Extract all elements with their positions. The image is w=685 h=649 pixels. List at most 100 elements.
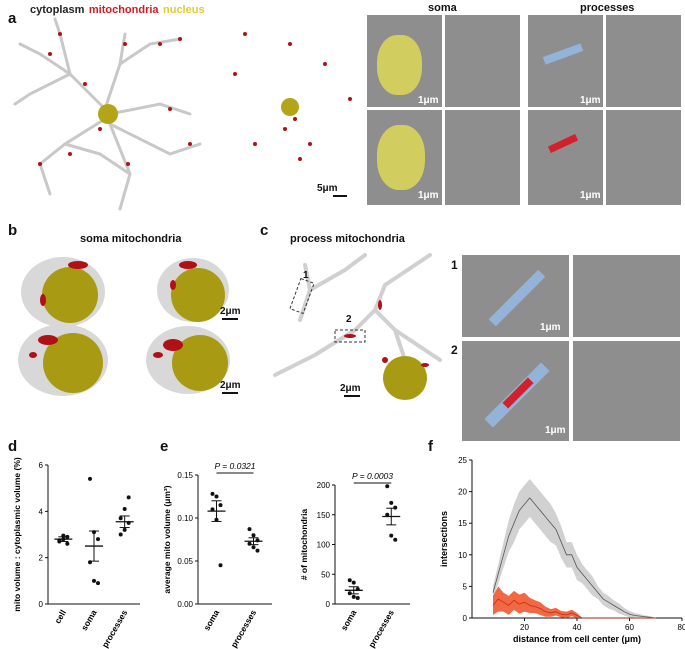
y-tick-label: 150 bbox=[317, 511, 331, 520]
panel-b-title: soma mitochondria bbox=[80, 233, 182, 245]
em-soma-1-overlay bbox=[367, 15, 442, 107]
data-point bbox=[355, 596, 360, 601]
charts-svg: 0 2 4 6 mito volume : cytoplasmic volume (%)… bbox=[12, 456, 685, 649]
series-band bbox=[493, 478, 656, 618]
data-point bbox=[393, 537, 398, 542]
p-value: P = 0.0003 bbox=[352, 471, 393, 481]
panel-c-letter: c bbox=[260, 222, 269, 239]
panel-a-letter: a bbox=[8, 10, 17, 27]
data-point bbox=[347, 578, 352, 583]
data-point bbox=[218, 563, 223, 568]
data-point bbox=[92, 578, 96, 583]
processes-title: processes bbox=[580, 2, 635, 14]
scale-label-a: 5μm bbox=[317, 183, 338, 194]
x-tick-label: 40 bbox=[573, 623, 582, 632]
box-label-2: 2 bbox=[346, 314, 352, 325]
scale-label-c-em1: 1μm bbox=[540, 322, 561, 333]
data-point bbox=[251, 545, 256, 550]
legend-mitochondria: mitochondria bbox=[88, 4, 159, 16]
y-tick-label: 200 bbox=[317, 481, 331, 490]
panel-d-letter: d bbox=[8, 438, 18, 455]
y-tick-label: 0 bbox=[463, 614, 468, 623]
em-proc-1-overlay bbox=[528, 15, 603, 107]
legend-cytoplasm: cytoplasm bbox=[30, 4, 85, 16]
data-point bbox=[96, 581, 100, 586]
scale-label-c-em2: 1μm bbox=[545, 425, 566, 436]
data-point bbox=[118, 532, 123, 537]
y-axis-label: intersections bbox=[439, 511, 449, 567]
x-axis-label: distance from cell center (μm) bbox=[513, 634, 641, 644]
data-point bbox=[389, 533, 394, 538]
data-point bbox=[385, 484, 390, 489]
data-point bbox=[389, 500, 394, 505]
legend-nucleus: nucleus bbox=[163, 4, 205, 16]
em-soma-2-raw bbox=[445, 110, 520, 205]
chart-d: 0 2 4 6 mito volume : cytoplasmic volume (%)… bbox=[12, 457, 140, 649]
y-tick-label: 0 bbox=[39, 600, 44, 609]
panel-c-title: process mitochondria bbox=[290, 233, 405, 245]
scale-bar-c bbox=[344, 395, 360, 397]
legend: cytoplasm mitochondria nucleus bbox=[30, 0, 205, 18]
panel-f-letter: f bbox=[428, 438, 433, 455]
x-tick-label: 60 bbox=[625, 623, 634, 632]
data-point bbox=[210, 491, 215, 496]
em-soma-1-raw bbox=[445, 15, 520, 107]
chart-e2: 0 50 100 150 200 # of mitochondria soma process… bbox=[299, 471, 410, 649]
scale-label-proc-2: 1μm bbox=[580, 190, 601, 201]
scale-label-b2: 2μm bbox=[220, 380, 241, 391]
p-value: P = 0.0321 bbox=[214, 461, 255, 471]
y-tick-label: 0.00 bbox=[177, 600, 193, 609]
data-point bbox=[247, 527, 252, 532]
scale-bar-a bbox=[333, 195, 347, 197]
x-tick-label: soma bbox=[79, 608, 99, 632]
scale-label-soma-1: 1μm bbox=[418, 95, 439, 106]
y-tick-label: 50 bbox=[321, 570, 330, 579]
data-point bbox=[251, 533, 256, 538]
em-c1-raw bbox=[573, 255, 680, 337]
x-tick-label: processes bbox=[229, 608, 259, 649]
data-point bbox=[351, 580, 356, 585]
x-tick-label: 20 bbox=[520, 623, 529, 632]
data-point bbox=[96, 537, 100, 542]
y-tick-label: 15 bbox=[458, 519, 467, 528]
y-tick-label: 0.10 bbox=[177, 514, 193, 523]
em-c2-raw bbox=[573, 341, 680, 441]
y-axis-label: mito volume : cytoplasmic volume (%) bbox=[12, 457, 22, 612]
em-soma-2-overlay bbox=[367, 110, 442, 205]
em-c-label-2: 2 bbox=[451, 343, 458, 357]
panel-b-letter: b bbox=[8, 222, 18, 239]
process-mito-render bbox=[273, 253, 442, 400]
y-tick-label: 0 bbox=[326, 600, 331, 609]
soma-title: soma bbox=[428, 2, 457, 14]
panel-e-letter: e bbox=[160, 438, 169, 455]
data-point bbox=[214, 494, 219, 499]
series-band bbox=[493, 586, 656, 618]
chart-f: 0 5 10 15 20 25 20 40 60 80 distance from cell cen… bbox=[439, 456, 685, 644]
scale-label-b1: 2μm bbox=[220, 306, 241, 317]
data-point bbox=[122, 527, 127, 532]
x-tick-label: soma bbox=[201, 608, 221, 632]
scale-bar-b2 bbox=[222, 392, 238, 394]
x-tick-label: soma bbox=[339, 608, 359, 632]
scale-label-proc-1: 1μm bbox=[580, 95, 601, 106]
scale-label-soma-2: 1μm bbox=[418, 190, 439, 201]
y-tick-label: 2 bbox=[39, 554, 44, 563]
y-tick-label: 6 bbox=[39, 461, 44, 470]
data-point bbox=[393, 505, 398, 510]
em-proc-2-raw bbox=[606, 110, 681, 205]
series-line bbox=[492, 598, 656, 619]
x-tick-label: 80 bbox=[678, 623, 685, 632]
y-tick-label: 10 bbox=[458, 551, 467, 560]
em-c2-overlay bbox=[462, 341, 569, 441]
data-point bbox=[385, 512, 390, 517]
scale-label-c: 2μm bbox=[340, 383, 361, 394]
em-c1-overlay bbox=[462, 255, 569, 337]
mito-3d-render bbox=[233, 32, 352, 161]
x-tick-label: cell bbox=[52, 608, 68, 625]
data-point bbox=[88, 476, 92, 481]
x-tick-label: processes bbox=[366, 608, 396, 649]
data-point bbox=[218, 503, 223, 508]
y-tick-label: 5 bbox=[463, 582, 468, 591]
data-point bbox=[65, 541, 70, 546]
data-point bbox=[347, 591, 352, 596]
